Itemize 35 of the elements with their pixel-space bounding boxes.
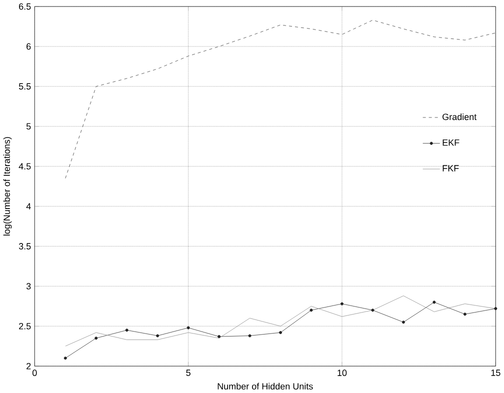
x-tick-label: 10	[338, 370, 347, 376]
point	[186, 326, 190, 330]
y-tick-label: 5	[26, 123, 31, 130]
y-tick-label: 3.5	[18, 243, 31, 250]
point	[218, 335, 221, 338]
x-tick-label: 15	[491, 370, 500, 376]
legend-label: Gradient	[442, 114, 477, 120]
y-tick-label: 4	[26, 203, 31, 210]
y-tick-label: 3	[26, 283, 31, 290]
point	[310, 308, 313, 312]
y-axis-title: log(Number of Iterations)	[3, 137, 12, 236]
legend-label: FKF	[442, 165, 459, 172]
x-axis-title: Number of Hidden Units	[218, 382, 313, 390]
point	[94, 336, 98, 340]
y-tick-label: 2	[26, 363, 31, 370]
point	[248, 334, 252, 338]
point	[156, 334, 160, 338]
y-tick-label: 5.5	[18, 83, 31, 90]
legend-label: EKF	[442, 140, 460, 146]
point	[371, 308, 374, 312]
point	[64, 356, 67, 360]
point	[402, 320, 405, 324]
y-tick-label: 4.5	[18, 163, 31, 170]
point	[463, 312, 466, 316]
point	[494, 307, 498, 310]
x-tick-label: 0	[32, 370, 37, 376]
point	[340, 302, 344, 306]
point	[279, 331, 282, 334]
y-tick-label: 6.5	[19, 3, 31, 10]
x-tick-label: 5	[186, 370, 190, 376]
y-tick-label: 2.5	[19, 323, 31, 330]
point	[125, 328, 128, 332]
y-tick-label: 6	[26, 43, 31, 50]
point	[432, 300, 436, 304]
line-series	[65, 296, 496, 346]
